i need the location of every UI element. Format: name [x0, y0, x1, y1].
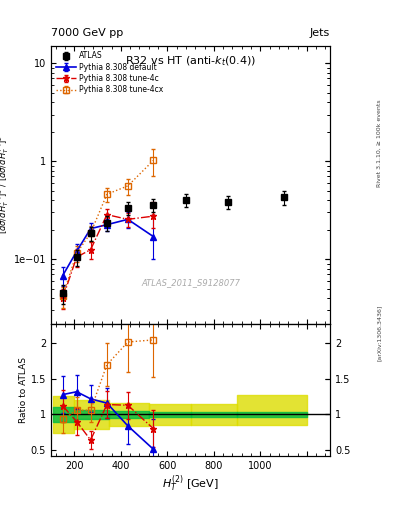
X-axis label: $H_T^{(2)}$ [GeV]: $H_T^{(2)}$ [GeV]: [162, 473, 219, 494]
Text: [arXiv:1306.3436]: [arXiv:1306.3436]: [377, 305, 382, 361]
Text: ATLAS_2011_S9128077: ATLAS_2011_S9128077: [141, 279, 240, 287]
Y-axis label: $[d\sigma/dH_T^{(2)}]^3$ / $[d\sigma/dH_T^{(2)}]^2$: $[d\sigma/dH_T^{(2)}]^3$ / $[d\sigma/dH_…: [0, 135, 11, 234]
Text: R32 vs HT (anti-$k_t$(0.4)): R32 vs HT (anti-$k_t$(0.4)): [125, 54, 256, 68]
Y-axis label: Ratio to ATLAS: Ratio to ATLAS: [19, 357, 28, 422]
Text: 7000 GeV pp: 7000 GeV pp: [51, 28, 123, 38]
Text: Jets: Jets: [310, 28, 330, 38]
Text: Rivet 3.1.10, ≥ 100k events: Rivet 3.1.10, ≥ 100k events: [377, 99, 382, 187]
Legend: ATLAS, Pythia 8.308 default, Pythia 8.308 tune-4c, Pythia 8.308 tune-4cx: ATLAS, Pythia 8.308 default, Pythia 8.30…: [55, 50, 164, 96]
